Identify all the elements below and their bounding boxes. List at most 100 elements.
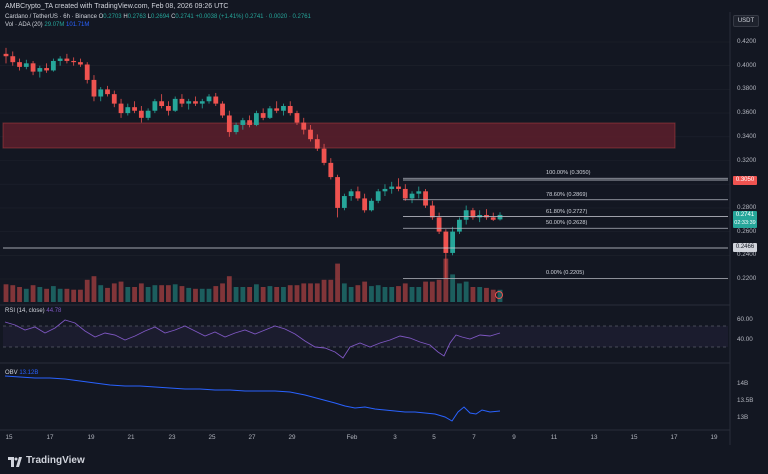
candle-body — [64, 58, 70, 61]
volume-bar — [84, 279, 90, 302]
volume-bar — [247, 287, 253, 302]
rsi-axis-40: 40.00 — [737, 336, 753, 343]
volume-bar — [402, 283, 408, 302]
time-tick: 17 — [46, 434, 54, 441]
candle-body — [436, 217, 442, 232]
time-tick: 5 — [432, 434, 436, 441]
volume-value-1: 29.07M — [44, 22, 65, 28]
candle-body — [193, 101, 198, 104]
candle-body — [253, 113, 259, 125]
candle-body — [416, 191, 422, 194]
time-tick: 25 — [208, 434, 216, 441]
fib-retracement[interactable] — [403, 177, 728, 279]
volume-value-2: 101.71M — [66, 22, 90, 28]
volume-bar — [138, 283, 144, 302]
volume-bar — [240, 287, 246, 302]
volume-bar — [152, 285, 158, 302]
volume-bar — [260, 287, 266, 302]
candle-body — [294, 113, 300, 123]
fib-level-label: 100.00% (0.3050) — [546, 170, 591, 177]
candle-body — [118, 103, 124, 114]
price-tick: 0.4200 — [737, 38, 757, 45]
tradingview-brand: TradingView — [26, 455, 85, 466]
volume-bar — [484, 287, 489, 302]
grid-lines — [0, 41, 730, 280]
volume-bar — [308, 283, 313, 302]
symbol-title[interactable]: Cardano / TetherUS · 6h · Binance — [5, 14, 97, 20]
candle-body — [138, 110, 144, 118]
candle-body — [274, 108, 280, 111]
fib-level-label: 61.80% (0.2727) — [546, 208, 588, 215]
time-tick: 19 — [710, 434, 718, 441]
candle-body — [328, 162, 334, 178]
volume-bar — [321, 279, 327, 302]
candle-body — [71, 60, 77, 63]
volume-bar — [375, 285, 381, 302]
close-label: C — [171, 14, 176, 20]
volume-bar — [172, 284, 178, 302]
candle-body — [497, 214, 503, 220]
volume-bar — [50, 286, 56, 302]
price-tick: 0.4000 — [737, 61, 757, 69]
volume-bar — [389, 287, 395, 302]
candle-body — [396, 186, 401, 189]
time-tick: 19 — [87, 434, 95, 441]
volume-bar — [281, 287, 286, 302]
candle-body — [166, 105, 171, 111]
volume-bar — [220, 283, 225, 302]
time-tick: 23 — [168, 434, 176, 441]
volume-bar — [362, 281, 368, 302]
candle-body — [314, 139, 320, 149]
volume-bar — [341, 283, 347, 302]
candle-body — [423, 191, 428, 206]
candle-body — [199, 101, 205, 104]
candle-body — [308, 129, 313, 140]
replay-icon[interactable] — [495, 291, 503, 299]
time-tick: 3 — [393, 434, 397, 441]
volume-bar — [470, 287, 476, 302]
time-tick: 17 — [670, 434, 678, 441]
volume-bar — [497, 289, 503, 302]
volume-bar — [477, 287, 483, 302]
rsi-value: 44.78 — [46, 308, 62, 314]
volume-bar — [105, 287, 110, 302]
candle-body — [443, 231, 449, 253]
candle-body — [3, 53, 9, 57]
volume-bars — [3, 258, 503, 302]
fib-level-label: 78.60% (0.2869) — [546, 191, 588, 198]
volume-bar — [429, 281, 435, 302]
volume-label[interactable]: Vol · ADA (20) — [5, 22, 43, 28]
price-tick: 0.3600 — [737, 109, 757, 117]
volume-bar — [267, 286, 273, 302]
rsi-label[interactable]: RSI (14, close) — [5, 308, 45, 314]
volume-bar — [199, 288, 205, 302]
candle-body — [105, 89, 110, 95]
volume-bar — [213, 286, 219, 302]
candle-body — [355, 191, 361, 199]
candle-body — [10, 56, 16, 63]
currency-button[interactable]: USDT — [733, 15, 759, 27]
obv-label[interactable]: OBV — [5, 370, 18, 376]
candle-body — [341, 196, 347, 208]
candle-body — [226, 115, 232, 133]
volume-bar — [111, 283, 117, 302]
rsi-band — [3, 326, 728, 347]
volume-bar — [159, 285, 165, 302]
footer-bar — [0, 452, 768, 474]
volume-bar — [166, 285, 171, 302]
candle-body — [152, 101, 158, 111]
obv-value: 13.12B — [19, 370, 39, 376]
volume-bar — [193, 288, 198, 302]
price-tick: 0.2200 — [737, 275, 757, 282]
candle-body — [23, 63, 29, 67]
time-tick: Feb — [346, 434, 358, 441]
volume-bar — [10, 285, 16, 302]
rsi-legend: RSI (14, close) 44.78 — [5, 308, 61, 314]
time-tick: 13 — [590, 434, 598, 441]
high-value: 0.2763 — [127, 14, 147, 20]
candle-body — [321, 148, 327, 163]
price-tick: 0.2400 — [737, 251, 757, 259]
candle-body — [362, 198, 368, 211]
candle-body — [145, 110, 151, 118]
